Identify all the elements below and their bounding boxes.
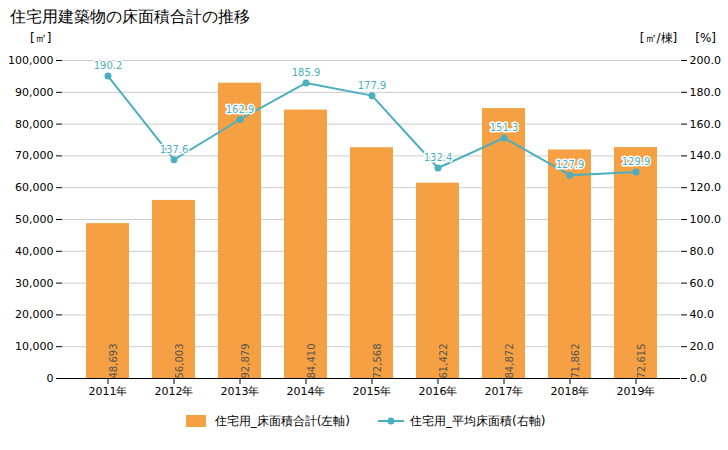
svg-text:84,410: 84,410 [306, 344, 317, 379]
svg-text:61,422: 61,422 [438, 344, 449, 379]
svg-text:127.9: 127.9 [556, 159, 585, 170]
svg-text:56,003: 56,003 [174, 344, 185, 379]
svg-text:132.4: 132.4 [424, 152, 453, 163]
svg-text:40,000: 40,000 [15, 245, 54, 258]
html-text:住宅用_床面積合計(左軸): 住宅用_床面積合計(左軸) [214, 413, 350, 428]
svg-text:151.3: 151.3 [490, 122, 519, 133]
svg-text:0.0: 0.0 [690, 372, 708, 385]
svg-text:100,000: 100,000 [8, 54, 54, 67]
svg-text:20.0: 20.0 [690, 340, 715, 353]
svg-text:185.9: 185.9 [292, 67, 321, 78]
svg-text:120.0: 120.0 [690, 181, 722, 194]
svg-text:50,000: 50,000 [15, 213, 54, 226]
svg-text:2017年: 2017年 [485, 385, 524, 398]
svg-text:10,000: 10,000 [15, 340, 54, 353]
html-text:[㎡/棟]: [㎡/棟] [639, 31, 678, 45]
svg-text:2014年: 2014年 [287, 385, 326, 398]
svg-text:2018年: 2018年 [551, 385, 590, 398]
svg-text:2011年: 2011年 [89, 385, 128, 398]
svg-text:72,568: 72,568 [372, 344, 383, 379]
svg-text:2016年: 2016年 [419, 385, 458, 398]
svg-text:162.9: 162.9 [226, 104, 255, 115]
svg-text:20,000: 20,000 [15, 308, 54, 321]
svg-text:0: 0 [47, 372, 54, 385]
svg-text:84,872: 84,872 [504, 344, 515, 379]
svg-text:137.6: 137.6 [160, 144, 189, 155]
svg-text:48,693: 48,693 [108, 344, 119, 379]
svg-text:90,000: 90,000 [15, 86, 54, 99]
svg-text:2012年: 2012年 [155, 385, 194, 398]
svg-text:140.0: 140.0 [690, 149, 722, 162]
svg-text:70,000: 70,000 [15, 149, 54, 162]
svg-text:60,000: 60,000 [15, 181, 54, 194]
svg-text:129.9: 129.9 [622, 156, 651, 167]
html-text:住宅用建築物の床面積合計の推移: 住宅用建築物の床面積合計の推移 [10, 7, 250, 26]
svg-text:40.0: 40.0 [690, 308, 715, 321]
svg-text:160.0: 160.0 [690, 118, 722, 131]
svg-text:80.0: 80.0 [690, 245, 715, 258]
svg-text:30,000: 30,000 [15, 277, 54, 290]
svg-text:92,879: 92,879 [240, 344, 251, 379]
svg-text:180.0: 180.0 [690, 86, 722, 99]
svg-text:2015年: 2015年 [353, 385, 392, 398]
svg-text:200.0: 200.0 [690, 54, 722, 67]
svg-text:71,862: 71,862 [570, 344, 581, 379]
svg-text:190.2: 190.2 [94, 60, 123, 71]
svg-text:2019年: 2019年 [617, 385, 656, 398]
svg-text:2013年: 2013年 [221, 385, 260, 398]
svg-text:72,615: 72,615 [636, 344, 647, 379]
svg-text:100.0: 100.0 [690, 213, 722, 226]
svg-text:80,000: 80,000 [15, 118, 54, 131]
html-text:住宅用_平均床面積(右軸): 住宅用_平均床面積(右軸) [410, 413, 546, 428]
svg-text:60.0: 60.0 [690, 277, 715, 290]
svg-text:177.9: 177.9 [358, 80, 387, 91]
